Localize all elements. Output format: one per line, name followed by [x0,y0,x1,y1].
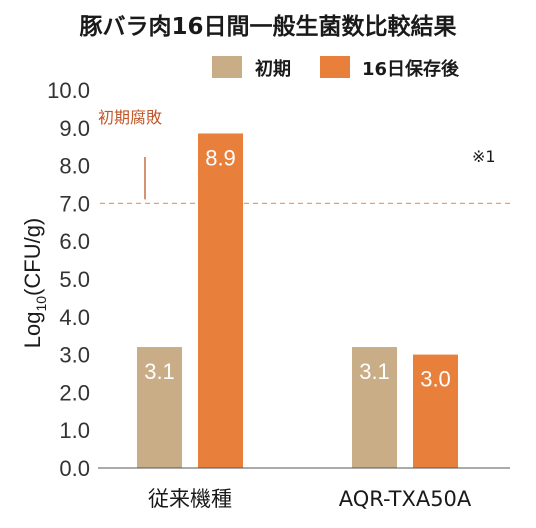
y-tick-label: 7.0 [59,191,90,216]
bar-value-label: 3.1 [359,359,390,384]
bar-value-label: 3.1 [144,359,175,384]
category-label-aqr-txa50a: AQR-TXA50A [339,487,472,511]
legend-swatch-initial [212,56,242,78]
y-tick-label: 10.0 [47,78,90,103]
y-tick-label: 0.0 [59,456,90,481]
legend-swatch-after-16-days [320,56,350,78]
y-axis-label-unit: (CFU/g) [20,218,45,296]
threshold-label: 初期腐敗 [98,108,162,127]
y-tick-label: 4.0 [59,305,90,330]
category-label-conventional: 従来機種 [148,487,232,511]
y-tick-label: 5.0 [59,267,90,292]
bar-value-label: 3.0 [420,367,451,392]
y-tick-label: 8.0 [59,154,90,179]
footnote-mark: ※1 [472,147,496,166]
y-tick-label: 1.0 [59,418,90,443]
y-axis-label: Log10(CFU/g) [20,218,49,349]
legend-label-initial: 初期 [255,58,291,80]
y-tick-label: 9.0 [59,116,90,141]
legend-label-after-16-days: 16日保存後 [362,58,460,80]
y-tick-label: 2.0 [59,380,90,405]
bar-value-label: 8.9 [205,145,236,170]
chart-title: 豚バラ肉16日間一般生菌数比較結果 [79,13,456,40]
y-axis-label-subscript: 10 [33,296,49,312]
y-tick-label: 3.0 [59,343,90,368]
bar-after-16-days-0 [198,133,243,468]
legend: 初期 16日保存後 [212,56,460,80]
y-tick-label: 6.0 [59,229,90,254]
y-axis-ticks: 0.0 1.0 2.0 3.0 4.0 5.0 6.0 7.0 8.0 9.0 10.0 [47,78,90,481]
bars: 3.1 8.9 3.1 3.0 [137,133,458,468]
